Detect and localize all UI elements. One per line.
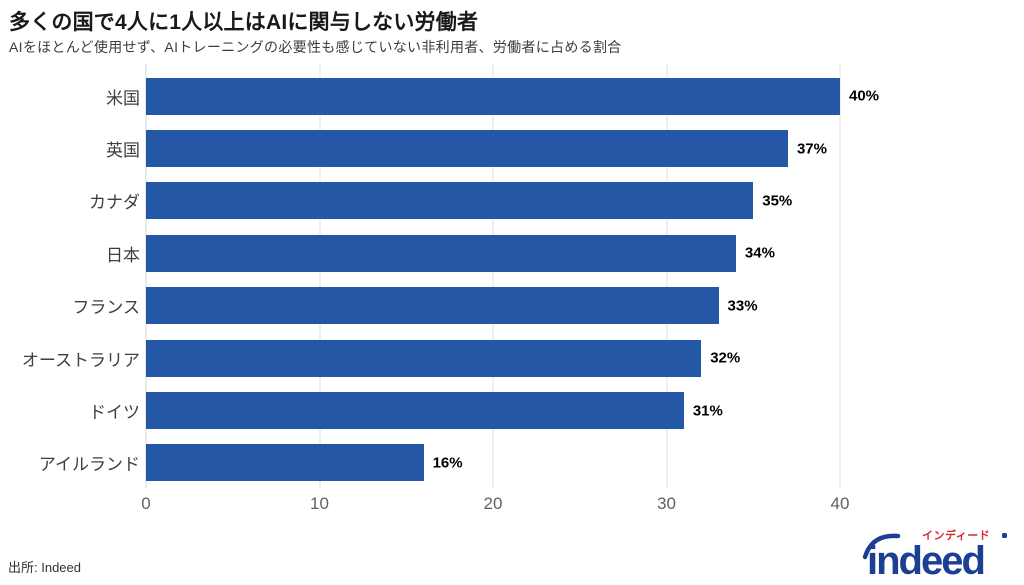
bar-row: 英国 37% (0, 122, 1016, 174)
bar-カナダ (146, 182, 754, 220)
logo-arc-icon (862, 533, 901, 560)
gridline-40 (839, 64, 841, 488)
bar-row: 日本 34% (0, 227, 1016, 279)
bar-rows: 米国 40% 英国 37% カナダ 35% 日本 34% フランス 33% オーストラリア 32% ドイ… (0, 70, 1016, 489)
bar-track: 37% (146, 130, 840, 168)
gridline-20 (492, 64, 494, 488)
category-label: 日本 (106, 245, 140, 265)
value-label: 35% (762, 192, 793, 210)
value-label: 31% (692, 402, 723, 420)
chart-title: 多くの国で4人に1人以上はAIに関与しない労働者 (9, 11, 479, 34)
gridlines (145, 64, 841, 488)
value-label: 32% (710, 349, 741, 367)
bar-row: ドイツ 31% (0, 384, 1016, 436)
category-label: アイルランド (38, 455, 140, 475)
category-label: ドイツ (89, 403, 140, 423)
value-label: 40% (849, 87, 880, 105)
bar-フランス (146, 287, 719, 325)
bar-アイルランド (146, 444, 424, 482)
bar-row: アイルランド 16% (0, 437, 1016, 489)
value-label: 37% (796, 140, 827, 158)
bar-ドイツ (146, 392, 684, 430)
value-label: 34% (744, 244, 775, 262)
bar-track: 35% (146, 182, 840, 220)
bar-track: 16% (146, 444, 840, 482)
bar-chart: 米国 40% 英国 37% カナダ 35% 日本 34% フランス 33% オーストラリア 32% ドイ… (0, 64, 1024, 524)
logo-katakana: インディード (922, 528, 990, 542)
bar-track: 32% (146, 339, 840, 377)
bar-オーストラリア (146, 339, 702, 377)
x-tick-label-20: 20 (483, 494, 503, 513)
value-label: 33% (727, 297, 758, 315)
bar-track: 33% (146, 287, 840, 325)
bar-row: カナダ 35% (0, 175, 1016, 227)
indeed-logo: indeed インディード (860, 524, 1016, 583)
value-label: 16% (432, 454, 463, 472)
category-label: 英国 (106, 141, 140, 161)
gridline-30 (666, 64, 667, 488)
chart-subtitle: AIをほとんど使用せず、AIトレーニングの必要性も感じていない非利用者、労働者に… (9, 39, 622, 55)
x-tick-label-10: 10 (310, 494, 329, 513)
x-tick-label-30: 30 (657, 494, 676, 513)
bar-track: 31% (146, 392, 840, 430)
bar-row: 米国 40% (0, 70, 1016, 122)
source-note: 出所: Indeed (8, 560, 81, 575)
bar-row: フランス 33% (0, 280, 1016, 332)
x-axis: 0 10 20 30 40 (141, 492, 849, 518)
logo-dot-icon (1002, 533, 1007, 538)
category-label: カナダ (89, 193, 140, 213)
bar-英国 (146, 130, 788, 168)
indeed-logo-graphic: indeed インディード (862, 528, 1007, 583)
bar-track: 40% (146, 77, 879, 115)
bar-track: 34% (146, 234, 840, 272)
bar-日本 (146, 234, 736, 272)
gridline-10 (319, 64, 320, 488)
x-tick-label-40: 40 (830, 494, 850, 513)
x-tick-label-0: 0 (141, 494, 151, 513)
category-label: 米国 (106, 88, 140, 108)
gridline-0 (145, 64, 147, 488)
bar-row: オーストラリア 32% (0, 332, 1016, 384)
category-label: オーストラリア (21, 350, 140, 370)
category-label: フランス (72, 298, 140, 318)
logo-wordmark: indeed (867, 539, 984, 582)
bar-米国 (146, 77, 840, 115)
